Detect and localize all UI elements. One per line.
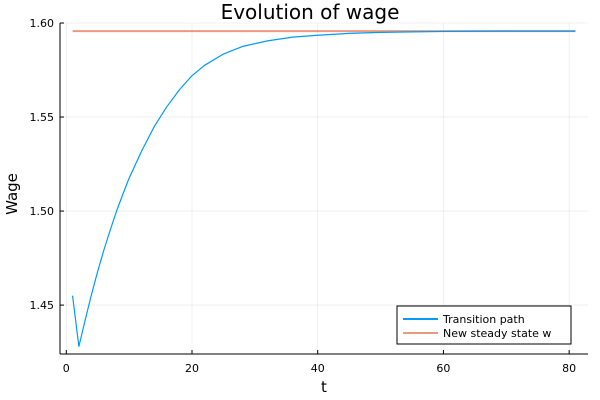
series — [71, 30, 576, 348]
x-ticks: 0 20 40 60 80 — [63, 350, 576, 375]
x-tick-label: 0 — [63, 362, 70, 375]
legend: Transition path New steady state w — [396, 305, 572, 345]
y-tick-label: 1.55 — [30, 111, 55, 124]
axes — [59, 23, 588, 355]
legend-label-new-steady-state: New steady state w — [443, 327, 551, 340]
y-tick-label: 1.60 — [30, 17, 55, 30]
x-tick-label: 60 — [436, 362, 450, 375]
chart-title: Evolution of wage — [221, 0, 400, 24]
grid — [60, 22, 588, 354]
x-tick-label: 80 — [562, 362, 576, 375]
y-axis-title: Wage — [3, 173, 21, 215]
y-ticks: 1.45 1.50 1.55 1.60 — [30, 17, 64, 312]
x-axis-title: t — [321, 378, 327, 396]
x-tick-label: 40 — [311, 362, 325, 375]
y-tick-label: 1.45 — [30, 299, 55, 312]
legend-box — [396, 305, 572, 345]
x-tick-label: 20 — [185, 362, 199, 375]
y-tick-label: 1.50 — [30, 205, 55, 218]
legend-label-transition-path: Transition path — [442, 313, 525, 326]
series-line-transition-path — [71, 30, 576, 348]
